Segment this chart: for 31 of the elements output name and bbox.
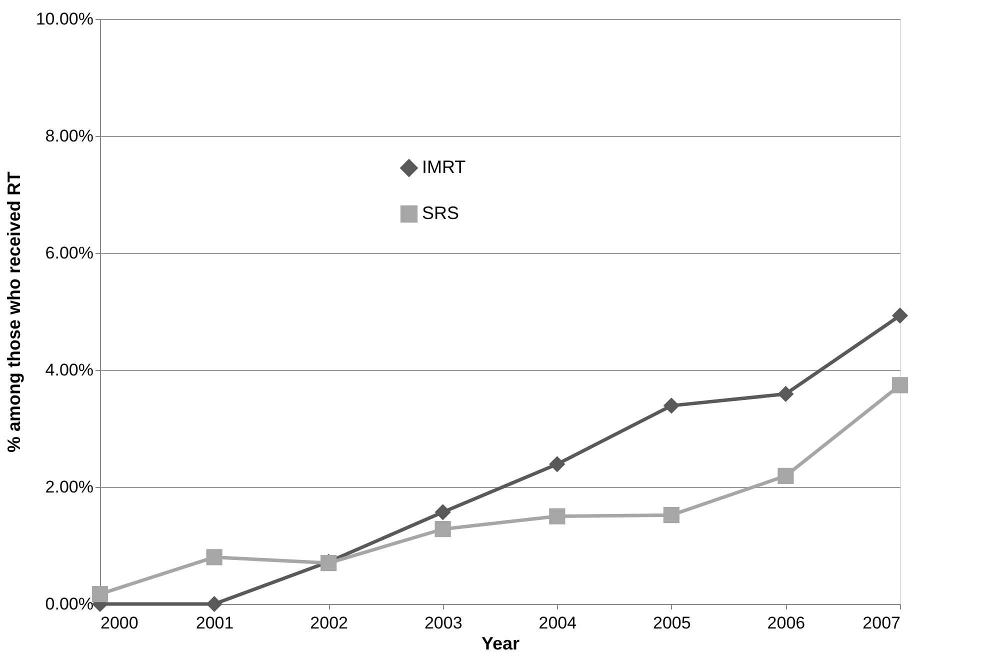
legend-label: SRS xyxy=(422,203,460,223)
y-axis-title: % among those who received RT xyxy=(4,171,24,453)
x-tick-label: 2007 xyxy=(862,614,900,632)
x-tick-label: 2001 xyxy=(196,614,234,632)
point xyxy=(663,507,680,524)
x-tick-label: 2000 xyxy=(100,614,138,632)
point xyxy=(549,456,566,472)
x-tick-label: 2002 xyxy=(310,614,348,632)
x-tick-label: 2006 xyxy=(767,614,806,632)
y-tick-label: 6.00% xyxy=(45,244,94,262)
point xyxy=(778,386,794,402)
y-tick-label: 10.00% xyxy=(36,10,94,28)
y-tick-label: 0.00% xyxy=(45,594,94,614)
y-tick-label: 2.00% xyxy=(45,478,94,496)
x-axis-title: Year xyxy=(481,634,520,654)
x-tick-label: 2005 xyxy=(653,614,691,632)
y-tick-label: 8.00% xyxy=(45,126,94,146)
point xyxy=(549,508,566,524)
point xyxy=(778,468,794,484)
point xyxy=(434,521,451,538)
y-tick-label: 4.00% xyxy=(45,360,94,380)
point xyxy=(206,549,222,566)
point xyxy=(434,504,451,520)
point xyxy=(892,377,908,394)
point xyxy=(892,308,908,324)
legend-label: IMRT xyxy=(422,157,466,177)
x-tick-label: 2003 xyxy=(424,614,462,632)
point xyxy=(663,398,680,414)
point xyxy=(206,596,222,612)
x-tick-label: 2004 xyxy=(538,614,577,632)
point xyxy=(92,586,108,602)
